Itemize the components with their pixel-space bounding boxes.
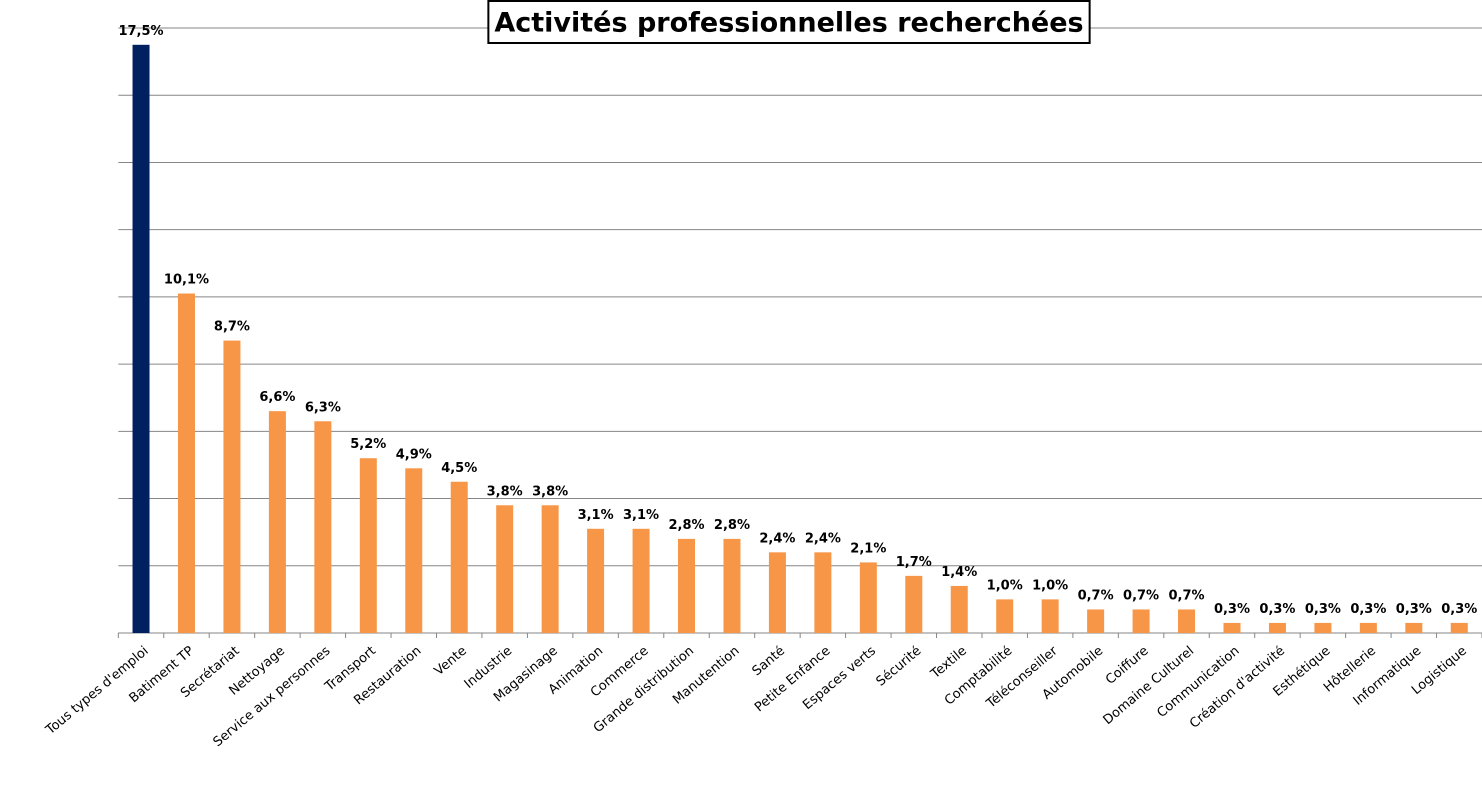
data-label: 3,1%	[623, 508, 659, 523]
bar	[632, 528, 650, 633]
bar	[450, 481, 468, 633]
data-label: 0,3%	[1305, 602, 1341, 617]
bar	[814, 552, 832, 633]
x-tick-label: Textile	[928, 644, 970, 683]
data-label: 6,6%	[259, 390, 295, 405]
bar	[1178, 609, 1196, 633]
x-tick-label: Sécurité	[874, 644, 925, 690]
bar	[1132, 609, 1150, 633]
data-label: 0,7%	[1078, 588, 1114, 603]
data-label: 0,7%	[1123, 588, 1159, 603]
bar	[1314, 622, 1332, 633]
data-label: 6,3%	[305, 400, 341, 415]
bar	[177, 293, 195, 633]
bar	[678, 538, 696, 633]
data-label: 1,7%	[896, 555, 932, 570]
data-label: 3,8%	[487, 484, 523, 499]
bar	[950, 585, 968, 633]
data-label: 0,3%	[1259, 602, 1295, 617]
bar	[859, 562, 877, 633]
data-label: 1,4%	[941, 565, 977, 580]
data-label: 1,0%	[1032, 578, 1068, 593]
bar	[359, 458, 377, 633]
data-label: 3,1%	[578, 508, 614, 523]
data-label: 4,5%	[441, 461, 477, 476]
data-label: 2,1%	[850, 541, 886, 556]
bar	[723, 538, 741, 633]
bar	[1268, 622, 1286, 633]
bar	[905, 575, 923, 633]
data-label: 10,1%	[164, 273, 209, 288]
bar	[223, 340, 241, 633]
data-label: 0,7%	[1169, 588, 1205, 603]
bar	[132, 44, 150, 634]
grid	[117, 27, 1482, 638]
x-tick-label: Vente	[432, 644, 470, 679]
bar	[587, 528, 605, 633]
data-label: 0,3%	[1214, 602, 1250, 617]
bar	[1359, 622, 1377, 633]
data-label: 5,2%	[350, 437, 386, 452]
data-label: 2,4%	[759, 531, 795, 546]
bar	[405, 468, 423, 633]
title-box	[487, 0, 1091, 44]
bar	[1041, 599, 1059, 633]
data-label: 0,3%	[1350, 602, 1386, 617]
data-label: 0,3%	[1441, 602, 1477, 617]
bar	[268, 411, 286, 633]
bar	[1450, 622, 1468, 633]
data-label: 2,8%	[668, 518, 704, 533]
chart-title: Activités professionnelles recherchées	[494, 8, 1083, 39]
bar	[1405, 622, 1423, 633]
bar	[541, 505, 559, 633]
data-label: 2,8%	[714, 518, 750, 533]
bar	[1223, 622, 1241, 633]
data-label: 4,9%	[396, 447, 432, 462]
data-label: 0,3%	[1396, 602, 1432, 617]
data-label: 2,4%	[805, 531, 841, 546]
data-label: 3,8%	[532, 484, 568, 499]
bar	[768, 552, 786, 633]
data-label: 1,0%	[987, 578, 1023, 593]
data-label: 8,7%	[214, 320, 250, 335]
data-label: 17,5%	[118, 24, 163, 39]
bar	[314, 421, 332, 633]
bar	[496, 505, 514, 633]
bar	[996, 599, 1014, 633]
x-tick-label: Santé	[750, 644, 788, 680]
bar	[1087, 609, 1105, 633]
